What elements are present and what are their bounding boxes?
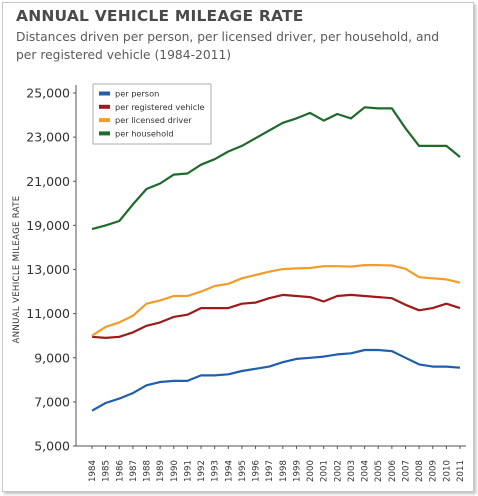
y-tick-label: 13,000: [26, 262, 70, 277]
x-tick-label: 1991: [183, 460, 193, 482]
x-tick-label: 1986: [115, 460, 125, 482]
x-tick-label: 2006: [388, 460, 398, 482]
legend: per person per registered vehicle per lice…: [92, 83, 212, 145]
x-tick-label: 1997: [265, 460, 275, 482]
legend-swatch: [99, 91, 110, 96]
y-tick-label: 21,000: [26, 174, 70, 189]
legend-item-label: per licensed driver: [115, 115, 192, 125]
x-tick-label: 1987: [129, 460, 139, 482]
y-tick-label: 7,000: [34, 394, 70, 409]
x-tick-label: 1989: [156, 460, 166, 482]
y-tick-label: 23,000: [26, 130, 70, 145]
legend-item-label: per person: [115, 89, 159, 99]
legend-swatch: [99, 104, 110, 109]
chart-frame: [2, 2, 474, 492]
chart-axes: [75, 85, 466, 447]
x-tick-label: 2005: [374, 460, 384, 482]
x-tick-label: 2004: [361, 460, 371, 482]
y-tick-label: 19,000: [26, 218, 70, 233]
x-tick-label: 1996: [252, 460, 262, 482]
x-tick-label: 2001: [320, 460, 330, 482]
x-tick-label: 1990: [170, 460, 180, 482]
x-tick-label: 2009: [429, 460, 439, 482]
y-tick-label: 25,000: [26, 86, 70, 101]
chart-title: ANNUAL VEHICLE MILEAGE RATE: [16, 7, 304, 25]
chart-subtitle: Distances driven per person, per license…: [16, 30, 440, 62]
x-tick-label: 2007: [401, 460, 411, 482]
y-axis-ticks: 5,000 7,000 9,000 11,000 13,000 19,000 21,000 2…: [26, 86, 76, 454]
x-tick-label: 2002: [333, 460, 343, 482]
y-axis-label: ANNUAL VEHICLE MILEAGE RATE: [12, 195, 22, 343]
x-tick-label: 1993: [211, 460, 221, 482]
x-tick-label: 1998: [279, 460, 289, 482]
x-tick-label: 1994: [224, 460, 234, 482]
x-tick-label: 2003: [347, 460, 357, 482]
x-tick-label: 2008: [415, 460, 425, 482]
legend-box: [92, 83, 212, 145]
legend-swatch: [99, 118, 110, 123]
y-tick-label: 9,000: [34, 350, 70, 365]
series-line-per-person: [91, 348, 461, 412]
x-tick-label: 2000: [306, 460, 316, 482]
x-tick-label: 1995: [238, 460, 248, 482]
series-lines: [91, 106, 461, 412]
x-tick-label: 1992: [197, 460, 207, 482]
y-tick-label: 5,000: [34, 439, 70, 454]
legend-item-label: per household: [115, 128, 174, 138]
legend-swatch: [99, 131, 110, 136]
series-line-per-household: [91, 106, 461, 231]
x-tick-label: 1999: [292, 460, 302, 482]
y-tick-label: 11,000: [26, 306, 70, 321]
x-tick-label: 1985: [102, 460, 112, 482]
legend-item-label: per registered vehicle: [115, 102, 205, 112]
x-tick-label: 2011: [456, 460, 466, 482]
series-line-per-licensed-driver: [91, 264, 461, 337]
x-tick-label: 2010: [442, 460, 452, 482]
x-tick-label: 1988: [143, 460, 153, 482]
series-line-per-registered-vehicle: [91, 293, 461, 339]
x-axis-ticks: 1984 1985 1986 1987 1988 1989 1990 1991 1992 1993…: [88, 446, 466, 482]
x-tick-label: 1984: [88, 460, 98, 482]
